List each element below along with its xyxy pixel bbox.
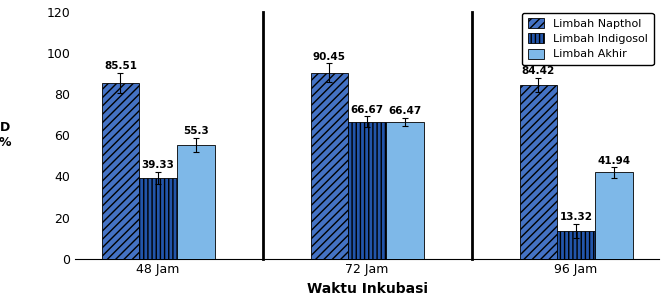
Text: 55.3: 55.3 [183,126,208,136]
X-axis label: Waktu Inkubasi: Waktu Inkubasi [306,282,428,296]
Text: 13.32: 13.32 [559,212,593,222]
Bar [348,122,386,259]
Text: D
%: D % [0,121,11,149]
Text: 66.47: 66.47 [388,106,422,116]
Text: 39.33: 39.33 [142,160,174,170]
Bar [557,231,595,259]
Text: 84.42: 84.42 [522,66,555,76]
Bar [102,83,139,259]
Bar [519,85,557,259]
Legend: Limbah Napthol, Limbah Indigosol, Limbah Akhir: Limbah Napthol, Limbah Indigosol, Limbah… [522,12,653,65]
Text: 41.94: 41.94 [597,156,630,166]
Bar [386,122,424,259]
Text: 66.67: 66.67 [350,105,384,115]
Bar [139,178,177,259]
Bar [595,172,633,259]
Text: 85.51: 85.51 [104,61,137,71]
Bar [310,73,348,259]
Bar [177,145,214,259]
Text: 90.45: 90.45 [313,52,346,62]
